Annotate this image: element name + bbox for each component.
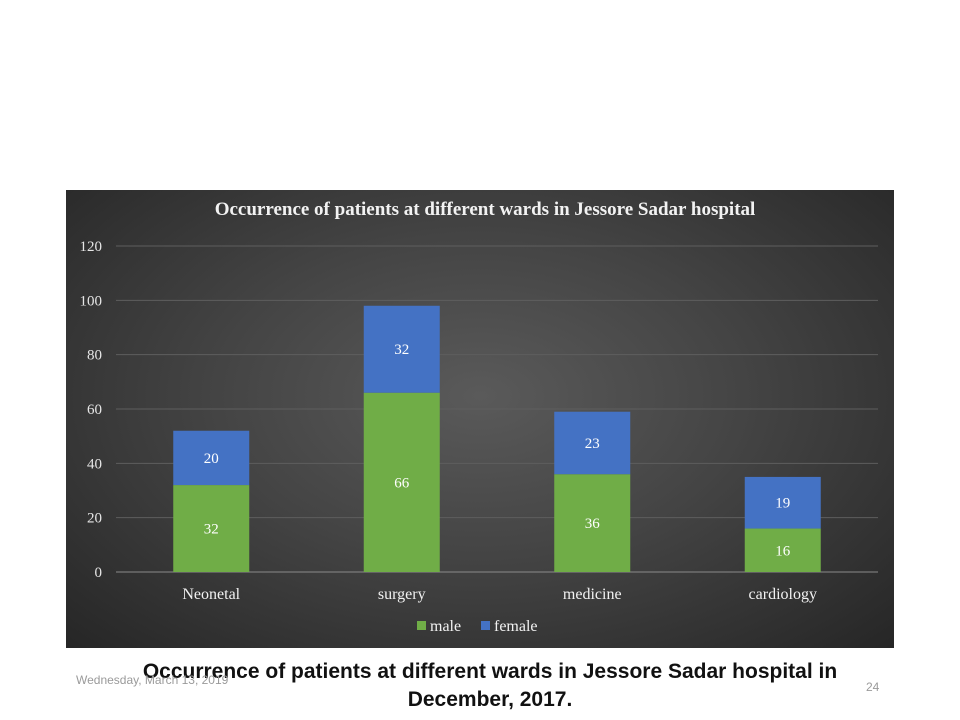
bar-male (173, 485, 250, 572)
chart-area: Occurrence of patients at different ward… (66, 190, 894, 648)
page-number: 24 (866, 680, 880, 694)
legend-swatch-female (481, 621, 490, 630)
bar-series: 32 20 66 32 36 23 16 19 (173, 305, 821, 572)
bar-female (744, 476, 821, 529)
bar-female (173, 430, 250, 486)
category-label: medicine (563, 586, 622, 603)
x-axis-categories: Neonetal surgery medicine cardiology (182, 586, 817, 603)
data-label-male: 66 (394, 475, 410, 491)
data-label-female: 20 (204, 451, 219, 467)
y-tick-label: 100 (80, 293, 103, 309)
data-label-female: 23 (585, 436, 600, 452)
category-label: Neonetal (182, 586, 240, 603)
footer-date: Wednesday, March 13, 2019 (76, 673, 229, 687)
y-tick-label: 120 (80, 239, 103, 255)
data-label-male: 36 (585, 516, 601, 532)
bar-male (744, 528, 821, 572)
category-label: cardiology (749, 586, 817, 603)
data-label-male: 16 (775, 543, 791, 559)
data-label-female: 19 (775, 496, 790, 512)
legend-label-female: female (494, 618, 538, 635)
stacked-bar-chart: Occurrence of patients at different ward… (80, 199, 878, 635)
y-tick-label: 40 (87, 456, 102, 472)
y-tick-label: 80 (87, 348, 102, 364)
y-tick-label: 20 (87, 511, 102, 527)
bar-female (363, 305, 440, 393)
bar-male (363, 392, 440, 572)
y-tick-label: 0 (95, 565, 103, 581)
legend-swatch-male (417, 621, 426, 630)
category-label: surgery (378, 586, 426, 603)
chart-title: Occurrence of patients at different ward… (215, 199, 756, 220)
slide-caption: Occurrence of patients at different ward… (142, 660, 838, 711)
legend-label-male: male (430, 618, 461, 635)
bar-female (554, 411, 631, 475)
data-label-female: 32 (394, 342, 409, 358)
bar-male (554, 474, 631, 572)
y-tick-label: 60 (87, 402, 102, 418)
legend: male female (417, 618, 538, 635)
data-label-male: 32 (204, 522, 219, 538)
y-axis-ticks: 0 20 40 60 80 100 120 (80, 239, 103, 581)
